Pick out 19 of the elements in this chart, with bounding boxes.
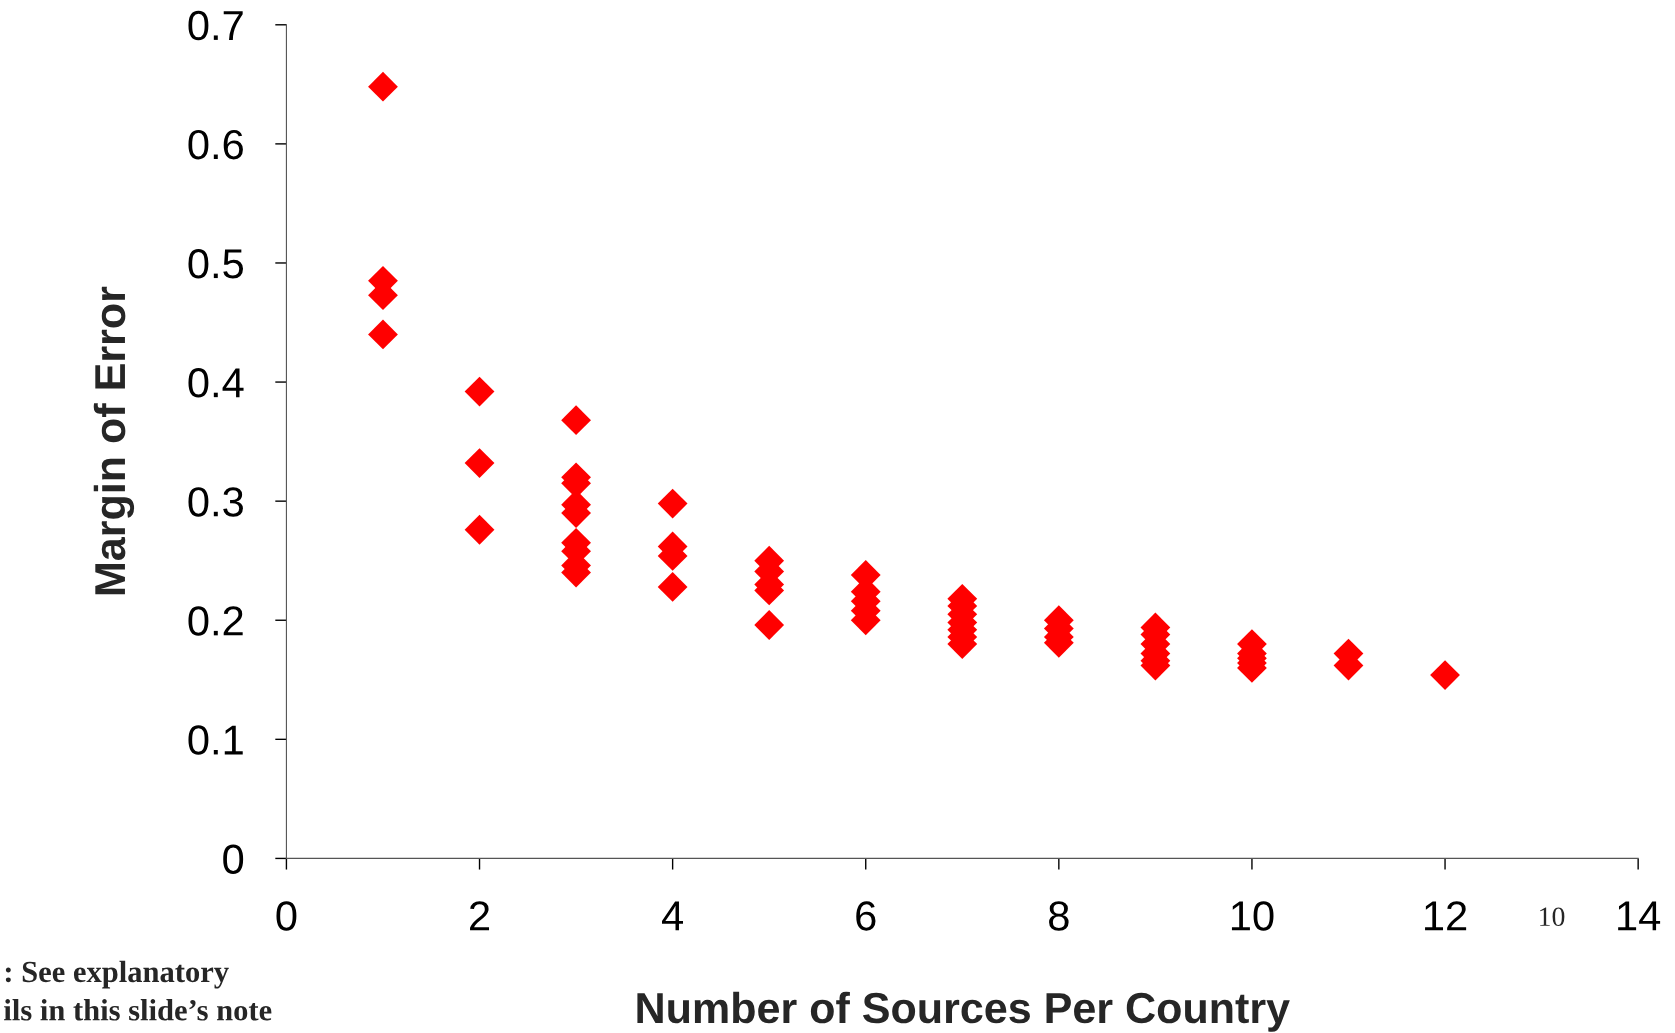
y-tick-label: 0.4 — [188, 368, 244, 398]
y-tick-label: 0.2 — [188, 606, 243, 636]
text: : See explanatory ils in this slide’s note — [4, 960, 272, 1021]
x-tick-label: 6 — [856, 901, 876, 931]
x-tick-label: 12 — [1425, 901, 1467, 931]
y-tick-label: 0.6 — [188, 129, 243, 160]
y-tick-label: 0.5 — [188, 248, 244, 279]
y-axis-title: Margin of Error — [93, 286, 135, 595]
y-tick-label: 0 — [223, 844, 244, 874]
x-axis-title: Number of Sources Per Country — [637, 991, 1290, 1032]
x-tick-label: 14 — [1618, 901, 1661, 931]
y-tick-label: 0.1 — [188, 725, 243, 755]
x-tick-label: 0 — [276, 901, 297, 931]
x-tick-label: 8 — [1049, 901, 1069, 931]
y-tick-label: 0.7 — [188, 10, 243, 41]
x-tick-label: 2 — [470, 901, 490, 931]
y-tick-label: 0.3 — [188, 487, 243, 517]
x-tick-label: 10 — [1231, 901, 1274, 931]
x-tick-label: 4 — [662, 901, 683, 931]
